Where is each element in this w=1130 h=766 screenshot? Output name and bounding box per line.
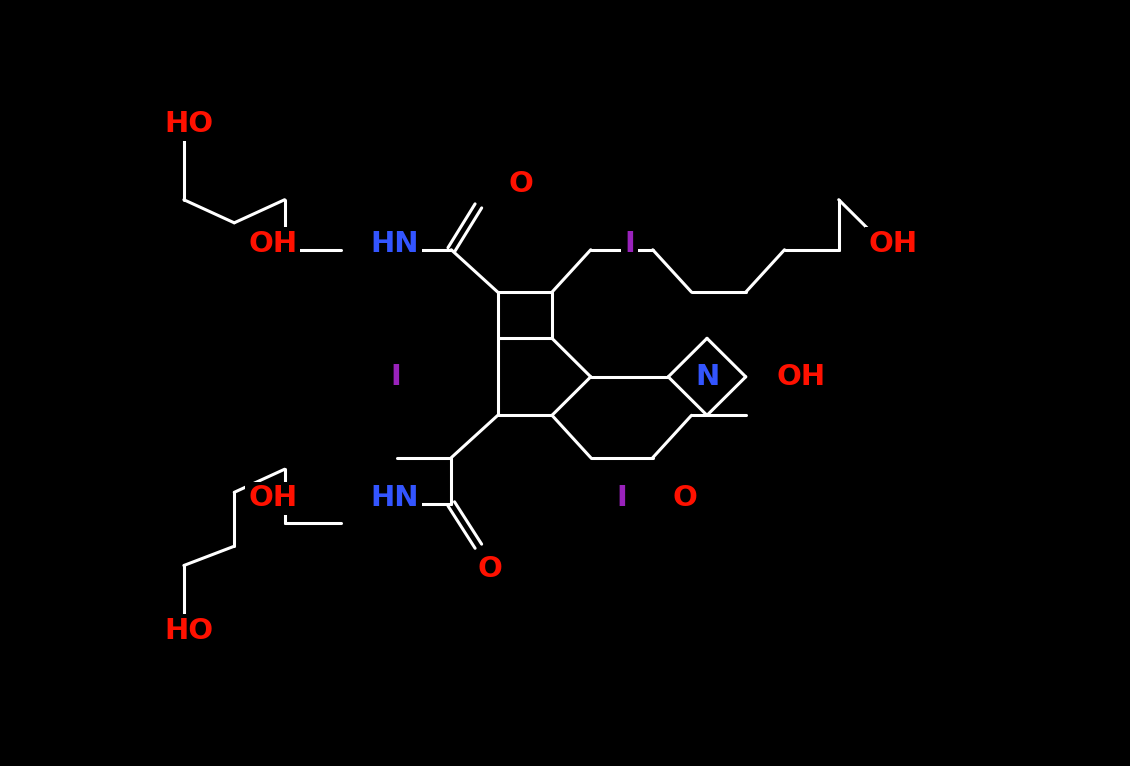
Text: HN: HN — [371, 231, 419, 258]
Text: OH: OH — [249, 484, 297, 512]
Text: I: I — [624, 231, 635, 258]
Text: OH: OH — [776, 363, 826, 391]
Text: N: N — [695, 363, 719, 391]
Text: I: I — [390, 363, 401, 391]
Text: OH: OH — [868, 231, 918, 258]
Text: HO: HO — [165, 110, 214, 138]
Text: O: O — [508, 170, 533, 198]
Text: O: O — [478, 555, 503, 584]
Text: HO: HO — [165, 617, 214, 645]
Text: I: I — [616, 484, 627, 512]
Text: OH: OH — [249, 231, 297, 258]
Text: HN: HN — [371, 484, 419, 512]
Text: O: O — [672, 484, 697, 512]
